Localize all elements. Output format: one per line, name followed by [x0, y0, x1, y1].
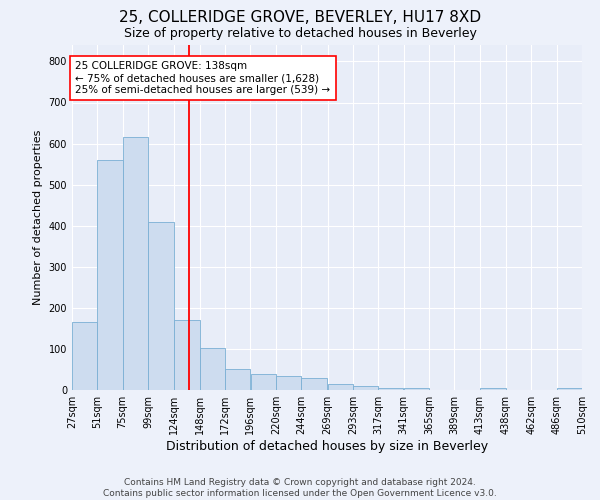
- Text: Contains HM Land Registry data © Crown copyright and database right 2024.
Contai: Contains HM Land Registry data © Crown c…: [103, 478, 497, 498]
- Bar: [200, 348, 225, 390]
- Bar: [251, 374, 276, 390]
- Bar: [276, 376, 301, 390]
- Bar: [225, 370, 250, 390]
- Bar: [353, 386, 378, 390]
- Bar: [479, 388, 506, 390]
- Bar: [557, 388, 582, 390]
- Text: Size of property relative to detached houses in Beverley: Size of property relative to detached ho…: [124, 28, 476, 40]
- Bar: [148, 222, 175, 390]
- Text: 25 COLLERIDGE GROVE: 138sqm
← 75% of detached houses are smaller (1,628)
25% of : 25 COLLERIDGE GROVE: 138sqm ← 75% of det…: [75, 62, 330, 94]
- X-axis label: Distribution of detached houses by size in Beverley: Distribution of detached houses by size …: [166, 440, 488, 453]
- Bar: [328, 384, 353, 390]
- Bar: [97, 160, 122, 390]
- Bar: [301, 378, 328, 390]
- Bar: [123, 138, 148, 390]
- Y-axis label: Number of detached properties: Number of detached properties: [33, 130, 43, 305]
- Bar: [404, 388, 429, 390]
- Bar: [175, 320, 200, 390]
- Bar: [72, 322, 97, 390]
- Bar: [378, 388, 403, 390]
- Text: 25, COLLERIDGE GROVE, BEVERLEY, HU17 8XD: 25, COLLERIDGE GROVE, BEVERLEY, HU17 8XD: [119, 10, 481, 25]
